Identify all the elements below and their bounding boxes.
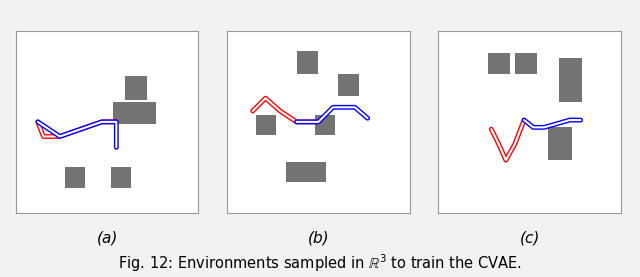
Bar (65, 168, 85, 188)
Bar (257, 115, 276, 135)
Bar (296, 51, 318, 75)
Bar (515, 53, 537, 75)
Bar (113, 102, 134, 124)
Bar (125, 76, 147, 100)
Bar (134, 102, 156, 124)
Bar (488, 53, 509, 75)
Bar (315, 115, 335, 135)
Text: Fig. 12: Environments sampled in $\mathbb{R}^3$ to train the CVAE.: Fig. 12: Environments sampled in $\mathb… (118, 252, 522, 274)
Text: (b): (b) (308, 231, 329, 246)
Bar (339, 75, 358, 96)
Bar (548, 127, 572, 160)
Bar (559, 58, 582, 102)
Bar (285, 162, 326, 182)
Bar (111, 168, 131, 188)
Text: (c): (c) (520, 231, 540, 246)
Text: (a): (a) (97, 231, 118, 246)
